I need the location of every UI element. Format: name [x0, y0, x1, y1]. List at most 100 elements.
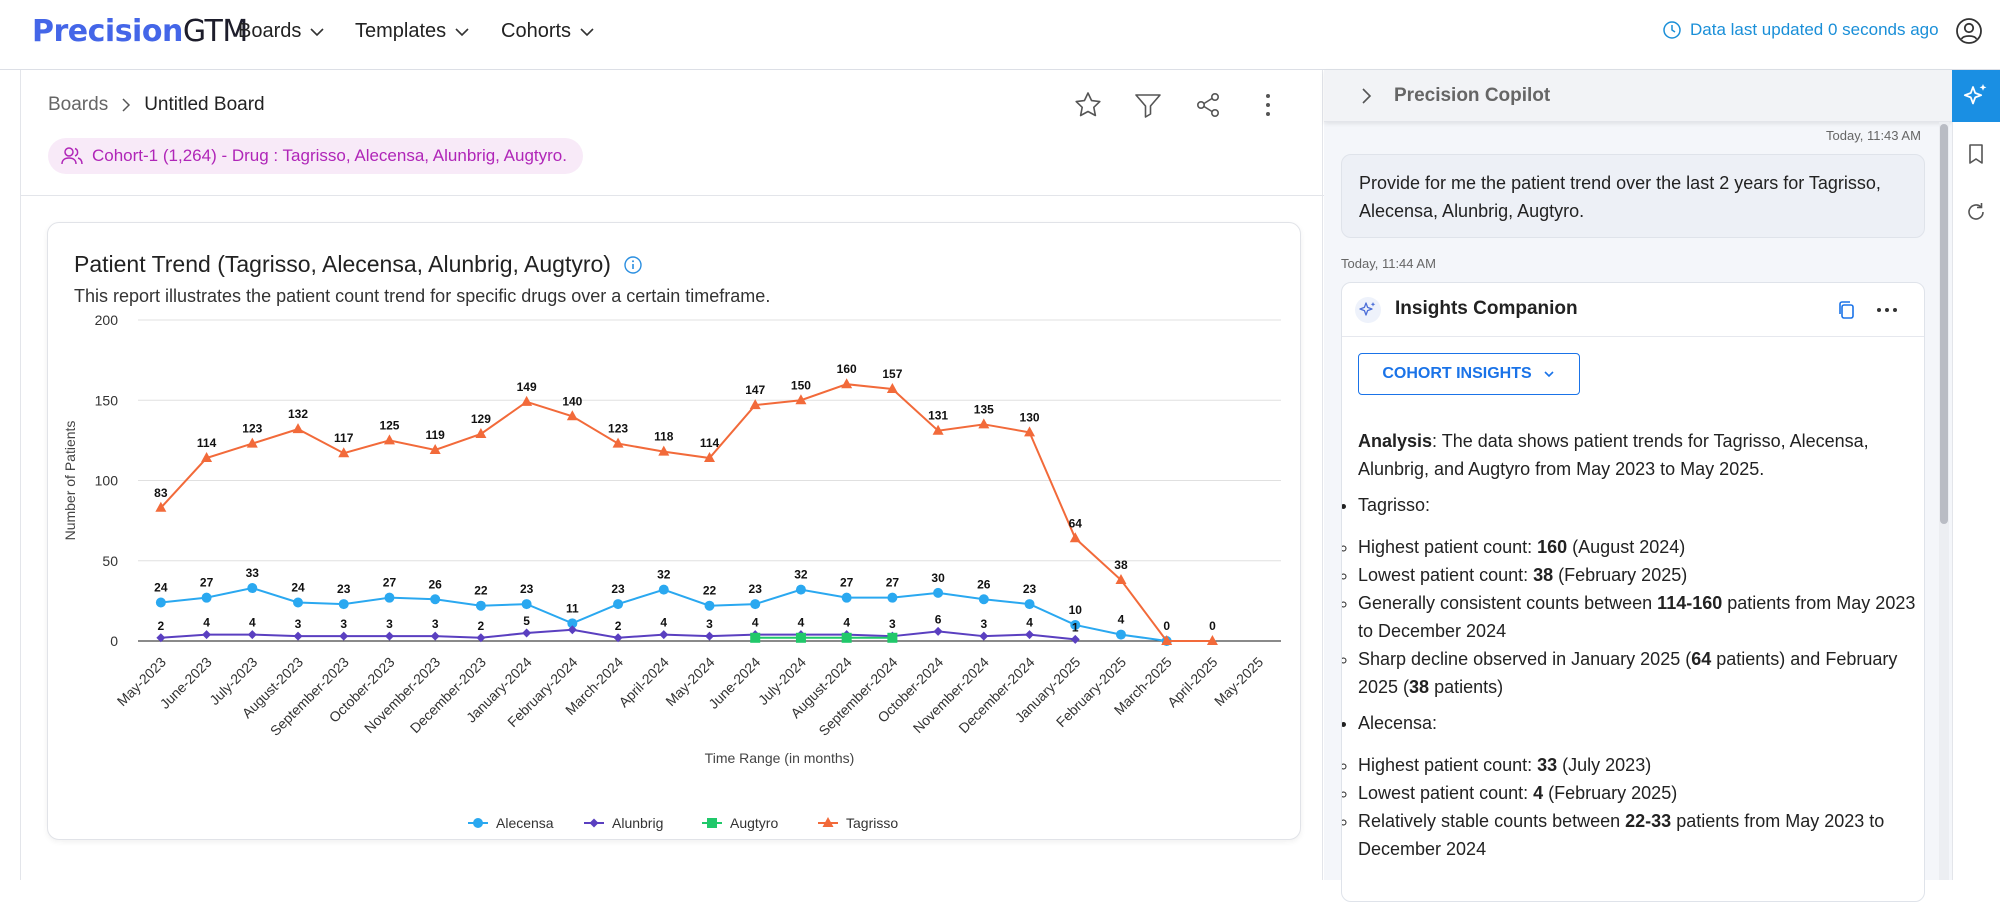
alunbrig-point — [522, 628, 532, 638]
alecensa-data-label: 4 — [1118, 613, 1125, 627]
tagrisso-point — [704, 452, 715, 463]
tagrisso-data-label: 114 — [197, 436, 217, 450]
alecensa-data-label: 27 — [840, 576, 854, 590]
card-subtitle: This report illustrates the patient coun… — [74, 286, 771, 306]
alecensa-point — [1024, 599, 1035, 610]
legend-label: Augtyro — [730, 815, 778, 831]
copilot-toggle-button[interactable] — [1952, 70, 2000, 122]
alecensa-point — [155, 597, 166, 608]
alunbrig-data-label: 2 — [478, 619, 485, 633]
list-item: Sharp decline observed in January 2025 (… — [1358, 645, 1918, 701]
alecensa-point — [521, 599, 532, 610]
alunbrig-point — [339, 631, 349, 641]
tagrisso-point — [246, 437, 258, 448]
tagrisso-point — [1069, 532, 1081, 543]
breadcrumb-boards[interactable]: Boards — [48, 94, 109, 115]
alunbrig-point — [979, 631, 989, 641]
alunbrig-data-label: 3 — [706, 617, 713, 631]
alunbrig-point — [384, 631, 394, 641]
tagrisso-data-label: 147 — [745, 383, 765, 397]
nav-templates[interactable]: Templates — [355, 20, 472, 43]
nav-boards[interactable]: Boards — [238, 20, 327, 43]
tagrisso-data-label: 0 — [1209, 619, 1216, 633]
tagrisso-data-label: 157 — [882, 367, 902, 381]
alunbrig-point — [933, 626, 943, 636]
alunbrig-point — [1070, 634, 1080, 644]
board-pane: Boards Untitled Board Cohort-1 (1,264) -… — [20, 70, 1324, 880]
clock-icon — [1663, 21, 1681, 39]
refresh-icon[interactable] — [1964, 200, 1988, 224]
alecensa-data-label: 23 — [749, 582, 763, 596]
tagrisso-point — [841, 378, 853, 389]
alunbrig-point — [430, 631, 440, 641]
drug-name: Alecensa: — [1358, 713, 1438, 733]
breadcrumb-current-board: Untitled Board — [144, 94, 265, 115]
tagrisso-data-label: 130 — [1020, 410, 1040, 424]
alunbrig-data-label: 4 — [798, 616, 805, 630]
cohort-filter-chip[interactable]: Cohort-1 (1,264) - Drug : Tagrisso, Alec… — [48, 138, 583, 174]
tagrisso-data-label: 149 — [517, 380, 537, 394]
list-item: Alecensa: Highest patient count: 33 (Jul… — [1358, 709, 1918, 863]
insights-title: Insights Companion — [1395, 298, 1578, 319]
alunbrig-data-label: 4 — [752, 616, 759, 630]
more-options-icon[interactable] — [1253, 90, 1283, 120]
alecensa-point — [795, 584, 806, 595]
copilot-scrollbar-thumb[interactable] — [1940, 124, 1948, 524]
augtyro-point — [795, 632, 806, 643]
list-item: Lowest patient count: 4 (February 2025) — [1358, 779, 1918, 807]
alunbrig-data-label: 3 — [980, 617, 987, 631]
nav-cohorts[interactable]: Cohorts — [501, 20, 597, 43]
copy-icon[interactable] — [1836, 299, 1858, 321]
alunbrig-data-label: 3 — [889, 617, 896, 631]
y-tick-label: 100 — [95, 473, 119, 489]
drug-name: Tagrisso: — [1358, 495, 1431, 515]
tagrisso-data-label: 135 — [974, 402, 994, 416]
drug-insights-list: Tagrisso: Highest patient count: 160 (Au… — [1358, 491, 1918, 863]
chevron-down-icon — [580, 27, 594, 36]
reply-timestamp: Today, 11:44 AM — [1341, 256, 1436, 271]
list-item: Highest patient count: 33 (July 2023) — [1358, 751, 1918, 779]
right-icon-strip — [1952, 70, 2000, 880]
tagrisso-point — [1024, 426, 1036, 437]
alecensa-point — [704, 600, 715, 611]
alecensa-data-label: 23 — [1023, 582, 1037, 596]
alecensa-point — [1115, 629, 1126, 640]
alunbrig-point — [247, 630, 257, 640]
tagrisso-point — [383, 434, 395, 445]
x-axis-title: Time Range (in months) — [705, 750, 855, 766]
alecensa-point — [247, 583, 258, 594]
tagrisso-data-label: 160 — [837, 362, 857, 376]
alecensa-data-label: 22 — [703, 584, 717, 598]
filter-icon[interactable] — [1133, 90, 1163, 120]
more-horizontal-icon[interactable] — [1874, 299, 1900, 321]
y-tick-label: 200 — [95, 312, 119, 328]
insights-body: Analysis: The data shows patient trends … — [1358, 427, 1918, 871]
tagrisso-point — [1161, 635, 1173, 645]
app-logo[interactable]: PrecisionGTM — [32, 14, 248, 49]
star-icon[interactable] — [1073, 90, 1103, 120]
insights-header: Insights Companion — [1342, 283, 1924, 337]
alecensa-data-label: 23 — [337, 582, 351, 596]
info-icon[interactable] — [623, 255, 643, 275]
y-tick-label: 0 — [110, 633, 118, 649]
legend-label: Alunbrig — [612, 815, 663, 831]
tagrisso-point — [658, 445, 670, 456]
alunbrig-data-label: 3 — [295, 617, 302, 631]
alecensa-data-label: 23 — [611, 582, 625, 596]
drug-detail-list: Highest patient count: 160 (August 2024)… — [1358, 533, 1918, 701]
tagrisso-data-label: 83 — [154, 486, 168, 500]
tagrisso-data-label: 119 — [426, 428, 446, 442]
alecensa-data-label: 32 — [794, 568, 808, 582]
tagrisso-data-label: 123 — [608, 422, 628, 436]
tagrisso-point — [1115, 574, 1127, 585]
bookmark-icon[interactable] — [1964, 142, 1988, 166]
share-icon[interactable] — [1193, 90, 1223, 120]
tagrisso-data-label: 129 — [471, 412, 491, 426]
cohort-insights-dropdown[interactable]: COHORT INSIGHTS — [1358, 353, 1580, 395]
user-account-icon[interactable] — [1955, 17, 1983, 45]
chevron-down-icon — [1544, 371, 1554, 378]
x-tick-label: September-2023 — [267, 654, 352, 739]
x-tick-label: May-2025 — [1211, 654, 1266, 709]
copilot-title: Precision Copilot — [1394, 85, 1551, 106]
chevron-right-icon[interactable] — [1356, 86, 1376, 106]
